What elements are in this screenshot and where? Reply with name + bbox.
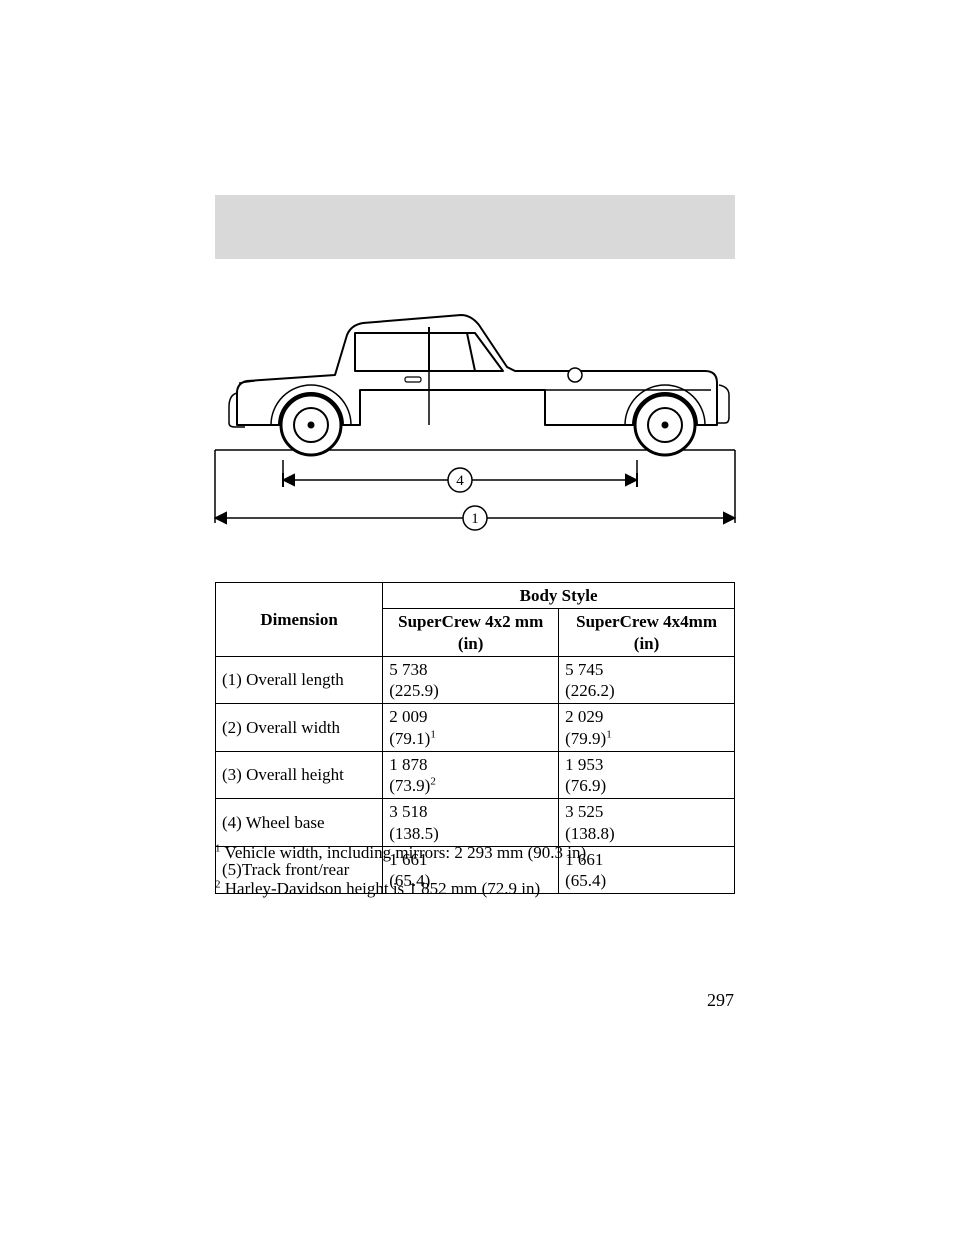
dim-value: 5 738 (225.9) xyxy=(383,656,559,704)
dim-value: 1 953 (76.9) xyxy=(559,751,735,799)
th-body-style: Body Style xyxy=(383,583,735,609)
footnote-1: 1 Vehicle width, including mirrors: 2 29… xyxy=(215,840,735,866)
table-row: (3) Overall height 1 878 (73.9)2 1 953 (… xyxy=(216,751,735,799)
dim-label: (3) Overall height xyxy=(216,751,383,799)
th-col2: SuperCrew 4x4mm (in) xyxy=(559,609,735,657)
section-header-bar xyxy=(215,195,735,259)
dim-label: (1) Overall length xyxy=(216,656,383,704)
wheel-front xyxy=(281,395,341,455)
dim-value: 2 029 (79.9)1 xyxy=(559,704,735,752)
wheel-rear xyxy=(635,395,695,455)
dim-value: 1 878 (73.9)2 xyxy=(383,751,559,799)
dim-value: 2 009 (79.1)1 xyxy=(383,704,559,752)
vehicle-diagram: 4 1 xyxy=(205,275,745,565)
page: 4 1 Dimension Body Style SuperCrew 4x2 m… xyxy=(0,0,954,1235)
page-number: 297 xyxy=(707,990,734,1011)
callout-1: 1 xyxy=(471,511,479,527)
th-col1: SuperCrew 4x2 mm (in) xyxy=(383,609,559,657)
dim-value: 5 745 (226.2) xyxy=(559,656,735,704)
dim-label: (2) Overall width xyxy=(216,704,383,752)
table-row: (2) Overall width 2 009 (79.1)1 2 029 (7… xyxy=(216,704,735,752)
callout-4: 4 xyxy=(456,473,464,489)
footnote-2: 2 Harley-Davidson height is 1 852 mm (72… xyxy=(215,876,735,902)
th-dimension: Dimension xyxy=(216,583,383,657)
table-header-row-1: Dimension Body Style xyxy=(216,583,735,609)
table-row: (1) Overall length 5 738 (225.9) 5 745 (… xyxy=(216,656,735,704)
footnotes: 1 Vehicle width, including mirrors: 2 29… xyxy=(215,840,735,911)
